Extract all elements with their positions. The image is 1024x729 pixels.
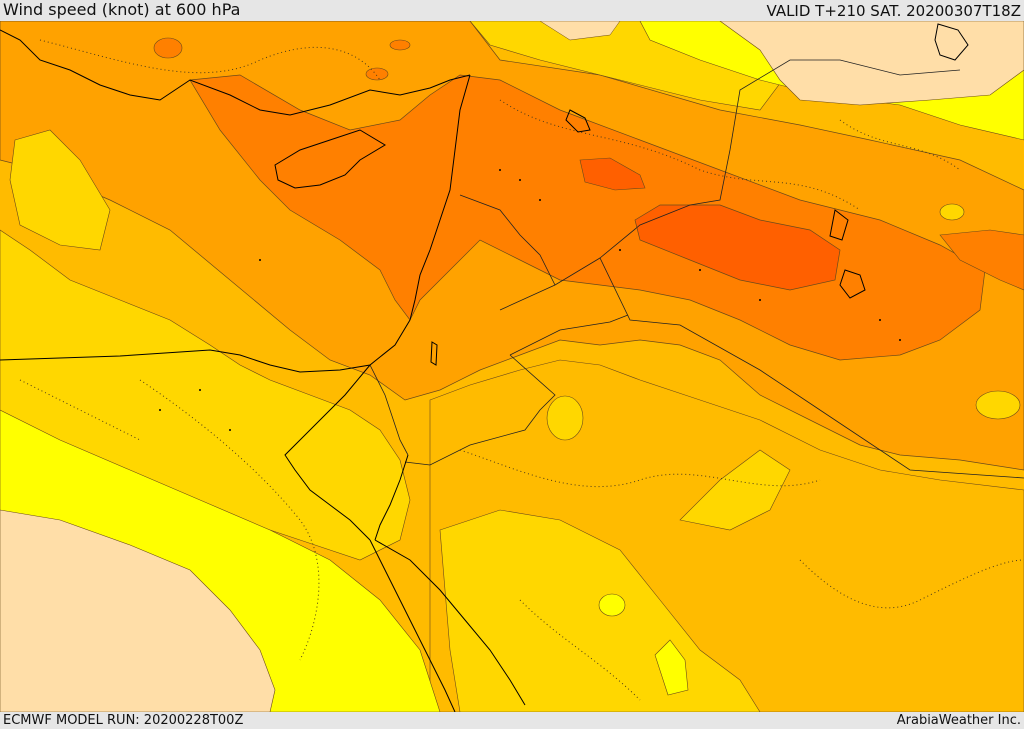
header-bar: Wind speed (knot) at 600 hPa VALID T+210… [0, 0, 1024, 21]
wadi-dots [159, 169, 901, 431]
gulf-of-suez [284, 364, 371, 541]
band-20-30-west-patch [9, 129, 111, 251]
contour-patch [153, 37, 183, 59]
contour-patch [546, 395, 584, 441]
band-60-70-patch [579, 157, 646, 191]
egypt-coast [0, 319, 411, 373]
cyprus [274, 129, 386, 189]
band-20-30-patch [679, 449, 791, 531]
contour-patch [939, 203, 965, 221]
credit: ArabiaWeather Inc. [896, 713, 1021, 728]
contour-patch [975, 390, 1021, 420]
map-title: Wind speed (knot) at 600 hPa [3, 0, 241, 19]
coastlines [0, 23, 969, 712]
contour-patch [389, 39, 411, 51]
contour-patch [598, 593, 626, 617]
red-sea-west [369, 539, 456, 712]
lake-tharthar [839, 269, 866, 299]
model-run: ECMWF MODEL RUN: 20200228T00Z [3, 713, 244, 728]
band-0-10-ne [719, 21, 1024, 106]
valid-time: VALID T+210 SAT. 20200307T18Z [766, 2, 1021, 20]
footer-bar: ECMWF MODEL RUN: 20200228T00Z ArabiaWeat… [0, 712, 1024, 729]
dead-sea [430, 341, 438, 366]
contour-patch [365, 67, 389, 81]
levant-coast [409, 74, 471, 321]
country-borders [369, 59, 1024, 479]
gulf-of-aqaba [374, 454, 409, 541]
lake-van [565, 109, 591, 133]
band-0-10-top [539, 21, 621, 41]
band-60-70 [634, 204, 841, 291]
band-50-60-east [939, 229, 1024, 291]
red-sea-east [374, 539, 526, 706]
wind-speed-map[interactable] [0, 21, 1024, 712]
band-10-20-patch [654, 639, 689, 696]
band-0-10-sw [0, 509, 276, 712]
turkey-coast [0, 29, 471, 116]
caspian-lake [934, 23, 969, 61]
dotted-contours [19, 39, 1024, 701]
lake-urmia [829, 209, 849, 241]
